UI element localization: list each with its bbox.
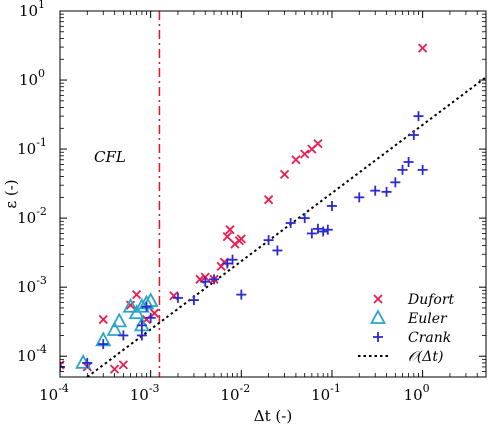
point-crank — [200, 276, 211, 287]
point-crank — [188, 295, 199, 306]
cfl-annotation: CFL — [94, 148, 126, 166]
point-dufort — [313, 138, 323, 149]
point-crank — [136, 320, 147, 331]
x-tick-label: 100 — [404, 382, 430, 404]
point-euler — [106, 321, 123, 336]
point-dufort — [279, 169, 290, 180]
point-dufort — [263, 195, 274, 205]
y-axis-label: ε (-) — [2, 179, 20, 208]
point-dufort — [131, 289, 142, 300]
point-dufort — [149, 308, 160, 318]
point-dufort — [98, 314, 108, 325]
point-crank — [408, 129, 419, 140]
point-crank — [263, 235, 274, 246]
point-crank — [209, 274, 220, 285]
point-crank — [141, 301, 152, 312]
point-dufort — [222, 231, 232, 242]
point-crank — [82, 357, 93, 368]
point-crank — [326, 200, 337, 211]
y-tick-label: 101 — [19, 0, 45, 20]
point-crank — [318, 226, 329, 237]
y-tick-label: 10-3 — [17, 274, 47, 296]
point-euler — [122, 297, 139, 313]
point-crank — [397, 164, 408, 175]
point-dufort — [225, 225, 235, 235]
plot-frame — [59, 10, 487, 378]
point-crank — [370, 185, 381, 196]
point-crank — [354, 192, 365, 203]
point-crank — [172, 292, 183, 303]
point-crank — [98, 339, 109, 350]
legend-swatch-crank — [373, 332, 383, 342]
x-tick-label: 10-4 — [39, 382, 69, 404]
point-crank — [272, 245, 283, 256]
x-tick-label: 10-2 — [220, 382, 250, 404]
x-tick-label: 10-1 — [311, 382, 341, 404]
y-tick-label: 10-4 — [17, 343, 47, 365]
point-crank — [222, 258, 233, 269]
y-tick-label: 10-2 — [17, 205, 47, 227]
legend-swatch-euler — [369, 309, 387, 324]
x-tick-label: 10-3 — [130, 382, 160, 404]
legend-label: Crank — [408, 330, 451, 346]
point-crank — [403, 157, 414, 168]
point-dufort — [236, 234, 246, 244]
legend-label: Euler — [407, 311, 448, 327]
point-euler — [111, 312, 128, 328]
point-crank — [390, 177, 401, 188]
legend-label: Dufort — [407, 292, 455, 308]
point-dufort — [417, 43, 428, 53]
point-crank — [236, 289, 247, 300]
reference-line-order-dt — [86, 76, 486, 377]
x-axis-label: Δt (-) — [254, 407, 292, 425]
point-crank — [136, 330, 147, 341]
point-crank — [306, 228, 317, 239]
point-dufort — [300, 149, 310, 159]
legend-swatch-dufort — [373, 294, 383, 304]
point-crank — [145, 312, 156, 323]
legend: Dufort Euler Crank 𝒪(Δt) — [358, 292, 455, 365]
y-tick-label: 10-1 — [17, 136, 47, 158]
point-crank — [312, 223, 323, 234]
legend-label: 𝒪(Δt) — [408, 349, 443, 365]
point-crank — [322, 224, 333, 235]
point-crank — [285, 218, 296, 229]
point-dufort — [291, 155, 301, 165]
point-crank — [381, 186, 392, 197]
point-crank — [417, 164, 428, 175]
point-crank — [299, 213, 310, 224]
point-crank — [227, 254, 238, 265]
point-crank — [413, 111, 424, 122]
point-dufort — [118, 360, 129, 370]
point-crank — [118, 330, 129, 341]
point-dufort — [109, 364, 120, 374]
y-tick-label: 100 — [19, 67, 45, 89]
point-dufort — [125, 300, 136, 310]
